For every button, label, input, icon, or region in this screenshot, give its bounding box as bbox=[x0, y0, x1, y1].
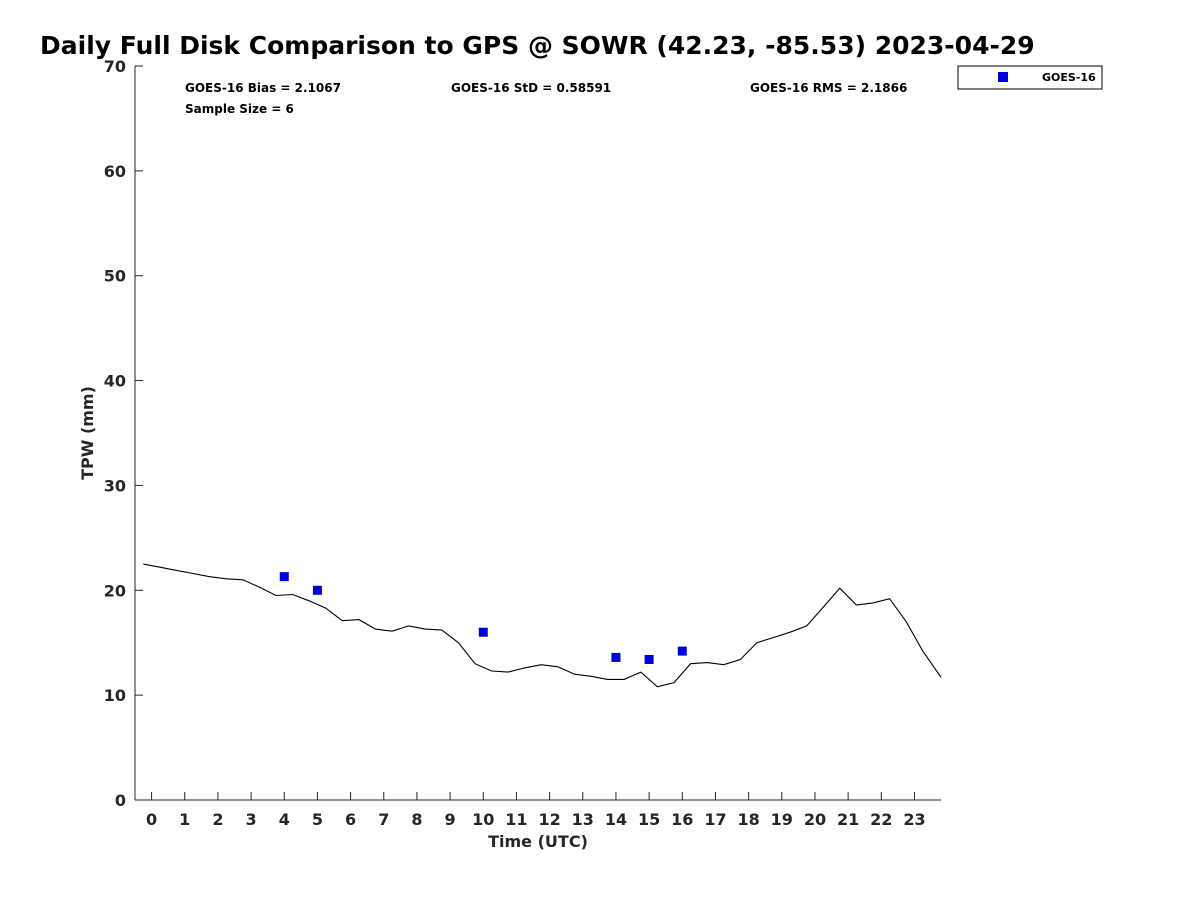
x-tick-label: 19 bbox=[771, 810, 793, 829]
x-tick-label: 4 bbox=[279, 810, 290, 829]
legend: GOES-16 bbox=[957, 65, 1103, 90]
legend-box bbox=[957, 65, 1103, 90]
x-tick-label: 3 bbox=[246, 810, 257, 829]
x-tick-label: 10 bbox=[472, 810, 494, 829]
x-tick-label: 12 bbox=[538, 810, 560, 829]
x-tick-label: 18 bbox=[737, 810, 759, 829]
x-tick-label: 23 bbox=[903, 810, 925, 829]
x-tick-label: 8 bbox=[411, 810, 422, 829]
x-tick-label: 5 bbox=[312, 810, 323, 829]
x-tick-label: 0 bbox=[146, 810, 157, 829]
gps-line bbox=[143, 563, 942, 688]
gps-line-series bbox=[143, 563, 942, 688]
goes16-point bbox=[644, 654, 654, 664]
x-tick-label: 1 bbox=[179, 810, 190, 829]
x-tick-label: 17 bbox=[704, 810, 726, 829]
x-tick-label: 13 bbox=[572, 810, 594, 829]
y-tick-label: 20 bbox=[104, 581, 126, 600]
x-tick-label: 15 bbox=[638, 810, 660, 829]
legend-marker-goes16 bbox=[998, 72, 1008, 82]
y-tick-label: 60 bbox=[104, 162, 126, 181]
rms-stat: GOES-16 RMS = 2.1866 bbox=[750, 81, 907, 95]
y-axis-ticks: 0 10 20 30 40 50 60 70 bbox=[104, 57, 143, 810]
sample-size-stat: Sample Size = 6 bbox=[185, 102, 294, 116]
x-tick-label: 22 bbox=[870, 810, 892, 829]
y-tick-label: 10 bbox=[104, 686, 126, 705]
y-axis-label: TPW (mm) bbox=[78, 386, 97, 480]
y-tick-label: 40 bbox=[104, 372, 126, 391]
goes16-point bbox=[677, 646, 687, 656]
x-tick-label: 6 bbox=[345, 810, 356, 829]
x-tick-label: 7 bbox=[378, 810, 389, 829]
x-tick-label: 20 bbox=[804, 810, 826, 829]
goes16-point bbox=[478, 627, 488, 637]
std-stat: GOES-16 StD = 0.58591 bbox=[451, 81, 611, 95]
goes16-point bbox=[312, 585, 322, 595]
x-axis-label: Time (UTC) bbox=[488, 832, 588, 851]
bias-stat: GOES-16 Bias = 2.1067 bbox=[185, 81, 341, 95]
legend-label-goes16: GOES-16 bbox=[1042, 71, 1096, 84]
goes16-scatter-series bbox=[279, 572, 687, 664]
y-tick-label: 70 bbox=[104, 57, 126, 76]
x-tick-label: 9 bbox=[445, 810, 456, 829]
x-tick-label: 21 bbox=[837, 810, 859, 829]
x-axis-ticks: 0 1 2 3 4 5 6 7 8 9 10 11 12 13 14 15 16 17 18 19 20 21 22 23 bbox=[146, 792, 926, 829]
x-tick-label: 16 bbox=[671, 810, 693, 829]
y-tick-label: 30 bbox=[104, 476, 126, 495]
y-tick-label: 0 bbox=[115, 791, 126, 810]
x-tick-label: 11 bbox=[505, 810, 527, 829]
y-tick-label: 50 bbox=[104, 267, 126, 286]
plot-frame bbox=[134, 66, 941, 801]
goes16-point bbox=[279, 572, 289, 582]
x-tick-label: 2 bbox=[212, 810, 223, 829]
x-tick-label: 14 bbox=[605, 810, 627, 829]
chart-title: Daily Full Disk Comparison to GPS @ SOWR… bbox=[40, 31, 1035, 60]
goes16-point bbox=[611, 652, 621, 662]
